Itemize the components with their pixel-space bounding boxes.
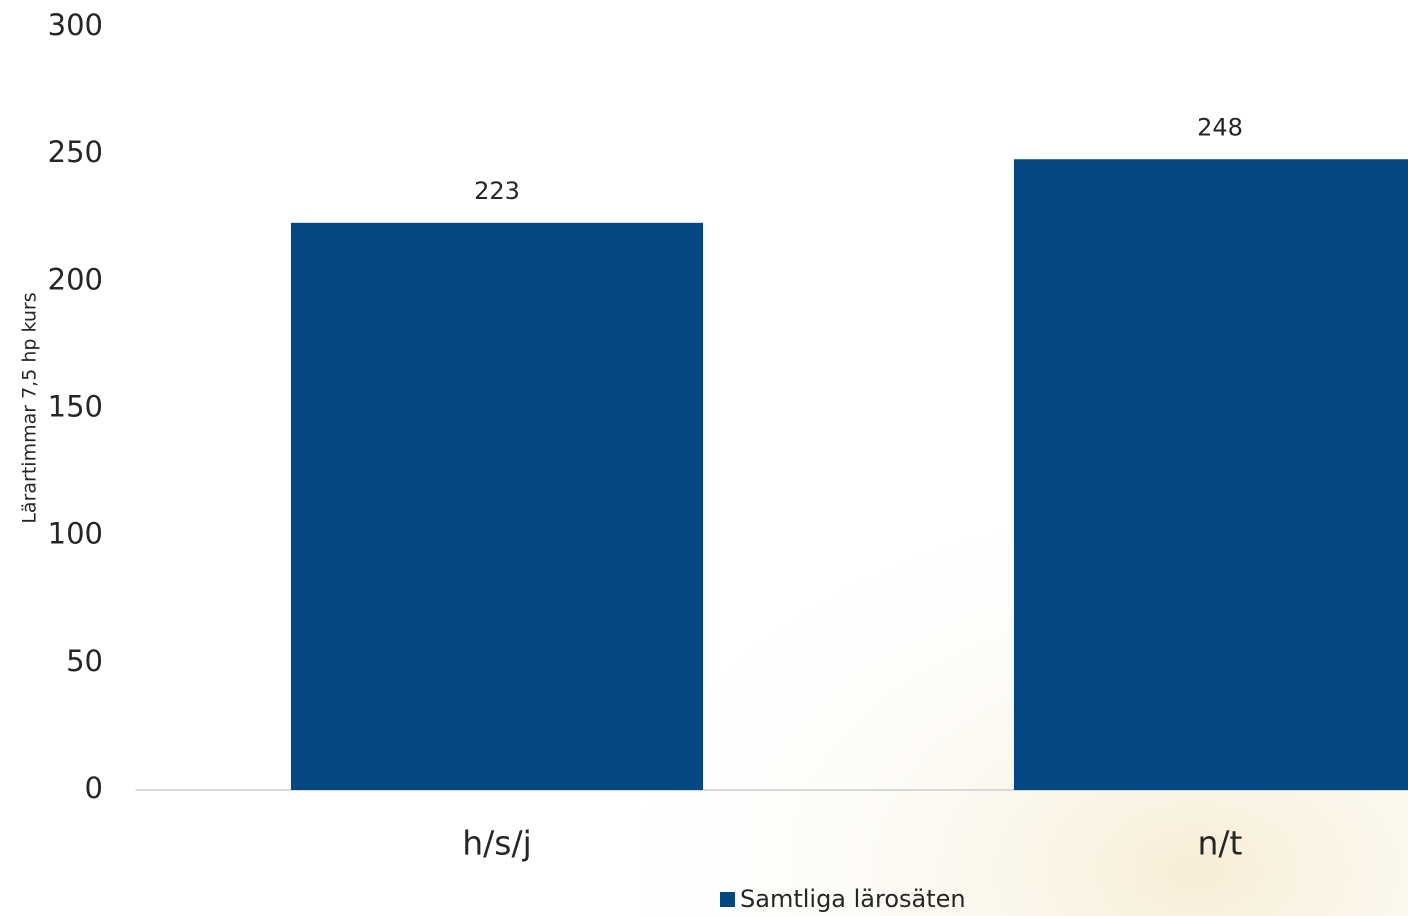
y-tick-label: 250 bbox=[48, 135, 103, 169]
legend-swatch bbox=[720, 892, 735, 907]
x-tick-label: h/s/j bbox=[462, 824, 532, 863]
y-tick-label: 0 bbox=[85, 771, 103, 805]
value-label: 248 bbox=[1197, 113, 1243, 141]
y-axis-label: Lärartimmar 7,5 hp kurs bbox=[19, 292, 41, 523]
y-tick-label: 100 bbox=[48, 517, 103, 551]
legend-label: Samtliga lärosäten bbox=[740, 885, 966, 913]
value-label: 223 bbox=[474, 177, 520, 205]
y-tick-label: 300 bbox=[48, 8, 103, 42]
bar bbox=[1013, 159, 1408, 791]
bar bbox=[290, 222, 704, 790]
y-tick-label: 200 bbox=[48, 262, 103, 296]
x-tick-label: n/t bbox=[1198, 824, 1243, 863]
y-tick-label: 50 bbox=[66, 644, 103, 678]
y-tick-label: 150 bbox=[48, 390, 103, 424]
